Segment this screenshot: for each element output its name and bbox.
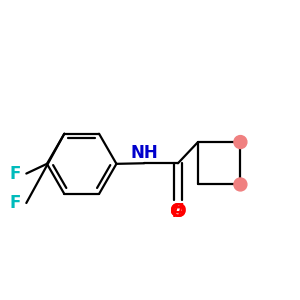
Text: F: F [10,194,21,212]
Circle shape [234,136,247,148]
Text: F: F [10,165,21,183]
Text: #: # [170,202,186,220]
Text: O: O [170,202,186,221]
Text: NH: NH [130,144,158,162]
Text: O: O [170,202,186,220]
Circle shape [234,178,247,191]
